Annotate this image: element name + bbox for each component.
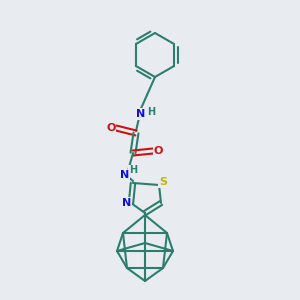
Text: S: S [159, 177, 167, 187]
Text: O: O [153, 146, 163, 156]
Text: H: H [129, 165, 137, 175]
Text: N: N [120, 170, 130, 180]
Text: N: N [136, 109, 146, 119]
Text: N: N [122, 198, 132, 208]
Text: O: O [106, 123, 116, 133]
Text: H: H [147, 107, 155, 117]
